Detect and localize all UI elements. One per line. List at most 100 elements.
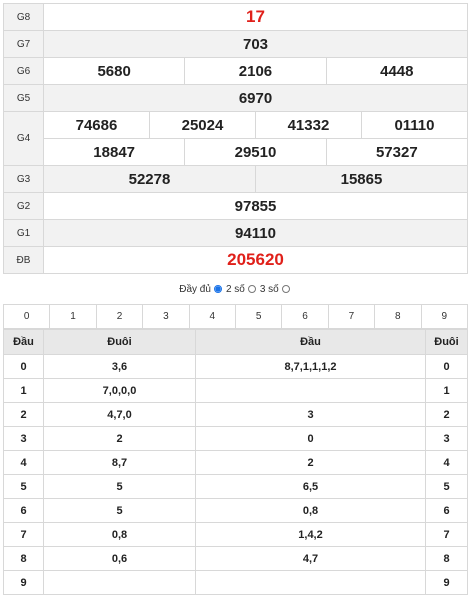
tail-digits <box>43 570 196 595</box>
digit-button[interactable]: 6 <box>281 304 329 329</box>
prize-g6-value: 4448 <box>325 57 469 85</box>
table-row: 9 9 <box>3 570 468 595</box>
head-digits: 4,7 <box>195 546 426 571</box>
lottery-result-panel: G8 17 G7 703 G6 5680 2106 4448 G5 6970 G… <box>2 3 469 595</box>
tail-digits: 2 <box>43 426 196 451</box>
table-row: 5 5 6,5 5 <box>3 474 468 499</box>
row-g4a: G4 74686 25024 41332 01110 <box>3 111 469 166</box>
row-key-2: 0 <box>425 354 468 379</box>
row-key-2: 1 <box>425 378 468 403</box>
header-duoi-2: Đuôi <box>425 329 468 355</box>
digit-button[interactable]: 1 <box>49 304 97 329</box>
head-digits: 0 <box>195 426 426 451</box>
digit-selector: 0 1 2 3 4 5 6 7 8 9 <box>2 304 469 329</box>
prize-g6-value: 5680 <box>42 57 186 85</box>
row-key: 8 <box>3 546 44 571</box>
prize-label: G1 <box>3 219 44 247</box>
digit-button[interactable]: 5 <box>234 304 283 329</box>
table-row: 0 3,6 8,7,1,1,1,2 0 <box>3 354 468 379</box>
row-key: 6 <box>3 498 44 523</box>
tail-digits: 0,6 <box>43 546 196 571</box>
head-digits: 2 <box>195 450 426 475</box>
tail-digits: 4,7,0 <box>43 402 196 427</box>
prize-g4-value: 57327 <box>325 138 469 166</box>
filter-full-label[interactable]: Đầy đủ <box>179 283 211 295</box>
digit-button[interactable]: 7 <box>327 304 376 329</box>
row-key-2: 2 <box>425 402 468 427</box>
row-key: 5 <box>3 474 44 499</box>
table-row: 4 8,7 2 4 <box>3 450 468 475</box>
table-row: 3 2 0 3 <box>3 426 468 451</box>
row-key: 1 <box>3 378 44 403</box>
row-key-2: 9 <box>425 570 468 595</box>
tail-digits: 7,0,0,0 <box>43 378 196 403</box>
table-row: 6 5 0,8 6 <box>3 498 468 523</box>
prize-label: G7 <box>3 30 44 58</box>
row-key-2: 8 <box>425 546 468 571</box>
row-key-2: 4 <box>425 450 468 475</box>
row-key-2: 7 <box>425 522 468 547</box>
header-dau: Đầu <box>3 329 44 355</box>
prize-g4-value: 41332 <box>254 111 362 139</box>
prize-label: G4 <box>3 111 44 166</box>
digit-button[interactable]: 9 <box>420 304 469 329</box>
prize-label: G2 <box>3 192 44 220</box>
prize-label: G3 <box>3 165 44 193</box>
filter-two-label[interactable]: 2 số <box>225 283 245 295</box>
row-g5: G5 6970 <box>3 84 468 112</box>
head-digits: 8,7,1,1,1,2 <box>195 354 426 379</box>
row-key: 9 <box>3 570 44 595</box>
row-key: 7 <box>3 522 44 547</box>
head-digits: 3 <box>195 402 426 427</box>
tail-digits: 5 <box>43 474 196 499</box>
table-row: 8 0,6 4,7 8 <box>3 546 468 571</box>
row-g7: G7 703 <box>3 30 468 58</box>
prize-g4-value: 25024 <box>148 111 256 139</box>
head-digits <box>195 570 426 595</box>
row-key-2: 3 <box>425 426 468 451</box>
prize-g4-value: 01110 <box>360 111 469 139</box>
tail-digits: 0,8 <box>43 522 196 547</box>
header-duoi: Đuôi <box>43 329 196 355</box>
row-db: ĐB 205620 <box>3 246 468 274</box>
head-digits: 1,4,2 <box>195 522 426 547</box>
prize-g1-value: 94110 <box>43 219 468 247</box>
row-g6: G6 5680 2106 4448 <box>3 57 469 85</box>
digit-button[interactable]: 8 <box>374 304 422 329</box>
row-g4b: 18847 29510 57327 <box>4 138 469 166</box>
row-key-2: 6 <box>425 498 468 523</box>
prize-g4-value: 29510 <box>184 138 327 166</box>
row-key-2: 5 <box>425 474 468 499</box>
radio-three-digits[interactable] <box>247 285 256 293</box>
row-g8: G8 17 <box>3 3 468 31</box>
prize-label: G5 <box>3 84 44 112</box>
prize-g4-value: 74686 <box>43 111 150 139</box>
prize-g2-value: 97855 <box>43 192 468 220</box>
row-key: 2 <box>3 402 44 427</box>
digit-button[interactable]: 2 <box>95 304 144 329</box>
head-digits: 0,8 <box>195 498 426 523</box>
row-g2: G2 97855 <box>3 192 468 220</box>
header-dau-2: Đầu <box>195 329 426 355</box>
prize-g8-value: 17 <box>43 3 468 31</box>
prize-label: G8 <box>3 3 44 31</box>
prize-label: G6 <box>3 57 44 85</box>
digit-button[interactable]: 4 <box>188 304 236 329</box>
digit-button[interactable]: 3 <box>142 304 190 329</box>
radio-full[interactable] <box>281 285 290 293</box>
head-digits: 6,5 <box>195 474 426 499</box>
radio-two-digits[interactable] <box>213 285 222 293</box>
tail-digits: 5 <box>43 498 196 523</box>
prize-g3-value: 15865 <box>254 165 469 193</box>
table-row: 7 0,8 1,4,2 7 <box>3 522 468 547</box>
filter-three-label[interactable]: 3 số <box>259 283 279 295</box>
table-row: 1 7,0,0,0 1 <box>3 378 468 403</box>
tail-digits: 3,6 <box>43 354 196 379</box>
digit-button[interactable]: 0 <box>2 304 51 329</box>
row-g3: G3 52278 15865 <box>3 165 469 193</box>
prize-db-value: 205620 <box>43 246 468 274</box>
table-row: 2 4,7,0 3 2 <box>3 402 468 427</box>
prize-g7-value: 703 <box>43 30 468 58</box>
head-digits <box>195 378 426 403</box>
row-key: 0 <box>3 354 44 379</box>
